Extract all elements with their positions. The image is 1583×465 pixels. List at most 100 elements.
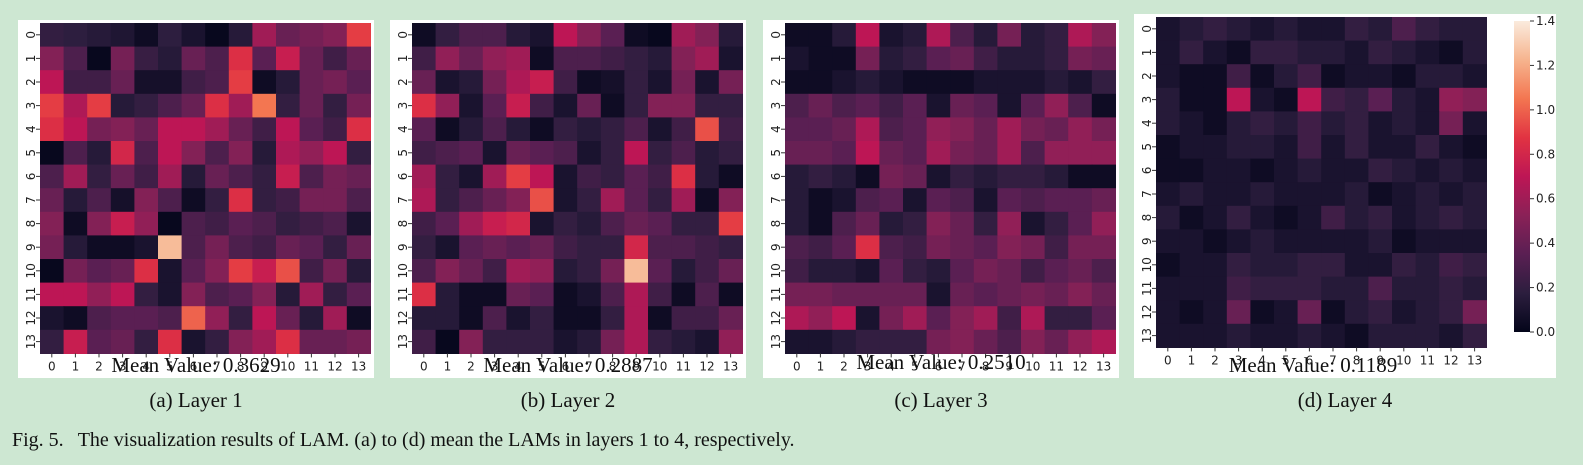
heatmap-cell-r9-c7 — [577, 235, 602, 260]
x-tick-0: 0 — [48, 359, 56, 373]
heatmap-cell-r7-c7 — [577, 188, 602, 213]
heatmap-cell-r5-c1 — [435, 141, 460, 166]
heatmap-cell-r2-c12 — [1439, 64, 1464, 89]
colorbar-tick-0.0: 0.0 — [1536, 325, 1555, 339]
heatmap-cell-r13-c2 — [459, 329, 484, 354]
heatmap-cell-r0-c13 — [1091, 23, 1116, 48]
heatmap-cell-r4-c10 — [1392, 111, 1417, 136]
heatmap-cell-r2-c9 — [252, 70, 277, 95]
heatmap-cell-r6-c5 — [530, 164, 555, 189]
heatmap-cell-r10-c1 — [435, 259, 460, 284]
heatmap-cell-r1-c1 — [808, 46, 833, 71]
x-tick-2: 2 — [95, 359, 103, 373]
x-tick-5: 5 — [1282, 353, 1290, 367]
heatmap-cell-r13-c5 — [530, 329, 555, 354]
heatmap-cell-r11-c10 — [1392, 276, 1417, 301]
heatmap-cell-r8-c3 — [482, 211, 507, 236]
heatmap-cell-r7-c9 — [252, 188, 277, 213]
heatmap-cell-r0-c3 — [1226, 17, 1251, 42]
heatmap-cell-r9-c8 — [228, 235, 253, 260]
heatmap-cell-r12-c13 — [1462, 300, 1487, 325]
heatmap-cell-r12-c2 — [832, 306, 857, 331]
heatmap-cell-r5-c3 — [855, 141, 880, 166]
heatmap-cell-r11-c8 — [600, 282, 625, 307]
heatmap-cell-r2-c12 — [323, 70, 348, 95]
heatmap-cell-r11-c4 — [879, 282, 904, 307]
heatmap-cell-r6-c2 — [832, 164, 857, 189]
heatmap-cell-r13-c2 — [87, 329, 112, 354]
heatmap-cell-r4-c10 — [648, 117, 673, 142]
heatmap-cell-r7-c11 — [299, 188, 324, 213]
heatmap-cell-r9-c3 — [1226, 229, 1251, 254]
heatmap-cell-r8-c11 — [671, 211, 696, 236]
heatmap-cell-r3-c4 — [134, 93, 159, 118]
heatmap-cell-r13-c11 — [1415, 323, 1440, 348]
heatmap-cell-r9-c3 — [855, 235, 880, 260]
heatmap-cell-r6-c4 — [134, 164, 159, 189]
heatmap-cell-r11-c13 — [346, 282, 371, 307]
heatmap-cell-r9-c1 — [1179, 229, 1204, 254]
heatmap-cell-r13-c0 — [412, 329, 437, 354]
y-tick-11: 11 — [24, 287, 38, 302]
heatmap-cell-r4-c13 — [346, 117, 371, 142]
heatmap-cell-r13-c7 — [577, 329, 602, 354]
heatmap-cell-r0-c7 — [205, 23, 230, 48]
heatmap-cell-r6-c0 — [1156, 158, 1181, 183]
x-tick-1: 1 — [817, 359, 825, 373]
x-tick-10: 10 — [280, 359, 295, 373]
heatmap-cell-r2-c11 — [299, 70, 324, 95]
heatmap-cell-r5-c0 — [40, 141, 65, 166]
heatmap-cell-r9-c12 — [695, 235, 720, 260]
x-tick-2: 2 — [467, 359, 475, 373]
heatmap-cell-r8-c10 — [276, 211, 301, 236]
heatmap-cell-r1-c6 — [181, 46, 206, 71]
heatmap-cell-r3-c12 — [695, 93, 720, 118]
heatmap-cell-r11-c13 — [1091, 282, 1116, 307]
y-tick-11: 11 — [1140, 281, 1154, 296]
heatmap-cell-r6-c1 — [435, 164, 460, 189]
heatmap-cell-r1-c11 — [671, 46, 696, 71]
heatmap-cell-r12-c9 — [252, 306, 277, 331]
heatmap-cell-r1-c3 — [482, 46, 507, 71]
heatmap-cell-r3-c0 — [40, 93, 65, 118]
heatmap-cell-r5-c11 — [671, 141, 696, 166]
heatmap-cell-r9-c1 — [435, 235, 460, 260]
y-tick-3: 3 — [769, 102, 783, 110]
heatmap-cell-r9-c5 — [158, 235, 183, 260]
heatmap-cell-r5-c10 — [276, 141, 301, 166]
heatmap-cell-r11-c3 — [482, 282, 507, 307]
x-tick-11: 11 — [1049, 359, 1064, 373]
heatmap-cell-r5-c10 — [1392, 135, 1417, 160]
heatmap-cell-r1-c13 — [1462, 40, 1487, 65]
y-tick-11: 11 — [396, 287, 410, 302]
heatmap-cell-r3-c7 — [950, 93, 975, 118]
heatmap-cell-r13-c6 — [926, 329, 951, 354]
x-tick-1: 1 — [72, 359, 80, 373]
heatmap-cell-r7-c6 — [926, 188, 951, 213]
heatmap-cell-r10-c13 — [1462, 253, 1487, 278]
heatmap-cell-r12-c5 — [158, 306, 183, 331]
heatmap-cell-r11-c6 — [181, 282, 206, 307]
x-tick-7: 7 — [1329, 353, 1337, 367]
heatmap-cell-r12-c3 — [110, 306, 135, 331]
heatmap-cell-r4-c3 — [110, 117, 135, 142]
heatmap-cell-r10-c10 — [1021, 259, 1046, 284]
heatmap-panel-c: 0 1 2 3 4 5 6 7 8 9 10 11 12 13 0 1 2 3 4 5 6 7 8 9 10 11 12 13 Mea… — [763, 20, 1119, 378]
heatmap-cell-r13-c12 — [1439, 323, 1464, 348]
heatmap-cell-r2-c0 — [785, 70, 810, 95]
heatmap-cell-r4-c2 — [1203, 111, 1228, 136]
y-tick-6: 6 — [769, 173, 783, 181]
heatmap-cell-r13-c11 — [671, 329, 696, 354]
heatmap-cell-r11-c1 — [808, 282, 833, 307]
heatmap-cell-r0-c1 — [808, 23, 833, 48]
heatmap-cell-r7-c9 — [624, 188, 649, 213]
x-tick-0: 0 — [420, 359, 428, 373]
y-tick-11: 11 — [769, 287, 783, 302]
heatmap-cell-r6-c4 — [506, 164, 531, 189]
heatmap-cell-r1-c0 — [40, 46, 65, 71]
heatmap-cell-r10-c3 — [110, 259, 135, 284]
heatmap-cell-r6-c9 — [997, 164, 1022, 189]
heatmap-cell-r0-c8 — [600, 23, 625, 48]
